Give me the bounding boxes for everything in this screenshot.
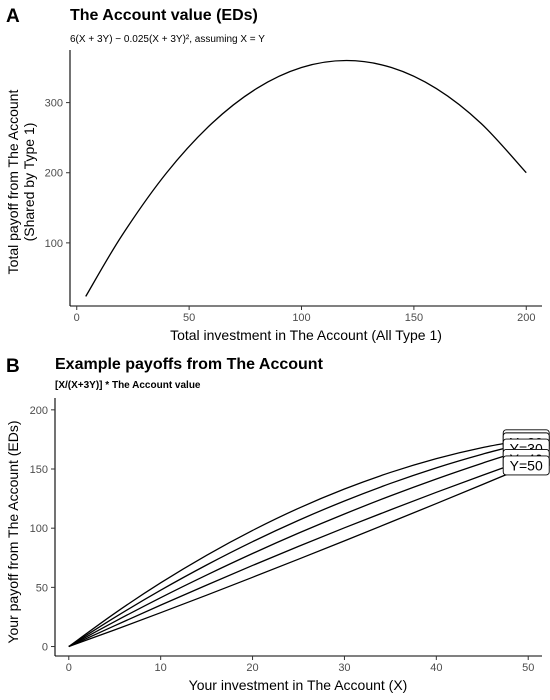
panel-b-y-tick-label: 0	[42, 642, 48, 654]
panel-a-y-tick-label: 200	[45, 168, 63, 180]
panel-b-y-tick-label: 150	[30, 464, 48, 476]
panel-b-x-axis-title: Your investment in The Account (X)	[189, 677, 408, 693]
panel-a-title: The Account value (EDs)	[70, 7, 258, 24]
panel-a-subtitle: 6(X + 3Y) − 0.025(X + 3Y)², assuming X =…	[70, 34, 265, 45]
panel-a-y-tick-label: 100	[45, 238, 63, 250]
panel-a-series-line-1	[85, 59, 527, 297]
panel-b-x-tick-label: 30	[338, 662, 350, 674]
panel-a-x-tick-label: 0	[74, 312, 80, 324]
panel-b-y-axis-title-line-1: Your payoff from The Account (EDs)	[5, 420, 21, 643]
panel-b-subtitle: [X/(X+3Y)] * The Account value	[55, 380, 201, 391]
panel-b-x-tick-label: 50	[522, 662, 534, 674]
panel-a-letter: A	[6, 6, 20, 27]
panel-b-x-tick-label: 20	[246, 662, 258, 674]
panel-b-x-tick-label: 10	[155, 662, 167, 674]
panel-a-y-tick-label: 300	[45, 98, 63, 110]
panel-b-series-line-y-50	[68, 464, 529, 648]
panel-a-x-tick-label: 100	[292, 312, 310, 324]
panel-b-x-tick-label: 0	[66, 662, 72, 674]
panel-b-letter: B	[6, 356, 20, 377]
panel-b-y-tick-label: 100	[30, 523, 48, 535]
panel-b-y-tick-label: 50	[36, 582, 48, 594]
panel-a-y-axis-title-line-1: Total payoff from The Account	[5, 90, 21, 275]
panel-b-series-line-y-20	[68, 441, 529, 648]
panel-b-series-line-y-30	[68, 447, 529, 648]
panel-b-x-tick-label: 40	[430, 662, 442, 674]
panel-a: A The Account value (EDs) 6(X + 3Y) − 0.…	[5, 6, 542, 343]
panel-b-series-label-text: Y=50	[510, 457, 543, 473]
panel-b-series-line-y-40	[68, 458, 529, 648]
panel-a-x-tick-label: 200	[517, 312, 535, 324]
panel-b-series-label-box	[502, 455, 550, 476]
panel-a-x-tick-label: 150	[405, 312, 423, 324]
panel-a-y-axis-title: Total payoff from The Account (Shared by…	[5, 90, 37, 275]
panel-b-title: Example payoffs from The Account	[55, 356, 324, 373]
panel-b-series-label-y-50: Y=50	[502, 455, 550, 476]
panel-b-plot-area: 01020304050050100150200Y=10Y=20Y=30Y=40Y…	[30, 398, 550, 674]
panel-a-y-axis-title-line-2: (Shared by Type 1)	[21, 123, 37, 242]
panel-b: B Example payoffs from The Account [X/(X…	[5, 356, 550, 693]
panel-a-x-tick-label: 50	[183, 312, 195, 324]
panel-b-y-tick-label: 200	[30, 405, 48, 417]
panel-a-plot-area: 0 50 100 150 200 100 200 300	[45, 50, 542, 324]
panel-a-x-axis-title: Total investment in The Account (All Typ…	[170, 327, 442, 343]
panel-b-y-axis-title: Your payoff from The Account (EDs)	[5, 420, 21, 643]
panel-b-series-line-y-10	[68, 438, 529, 648]
